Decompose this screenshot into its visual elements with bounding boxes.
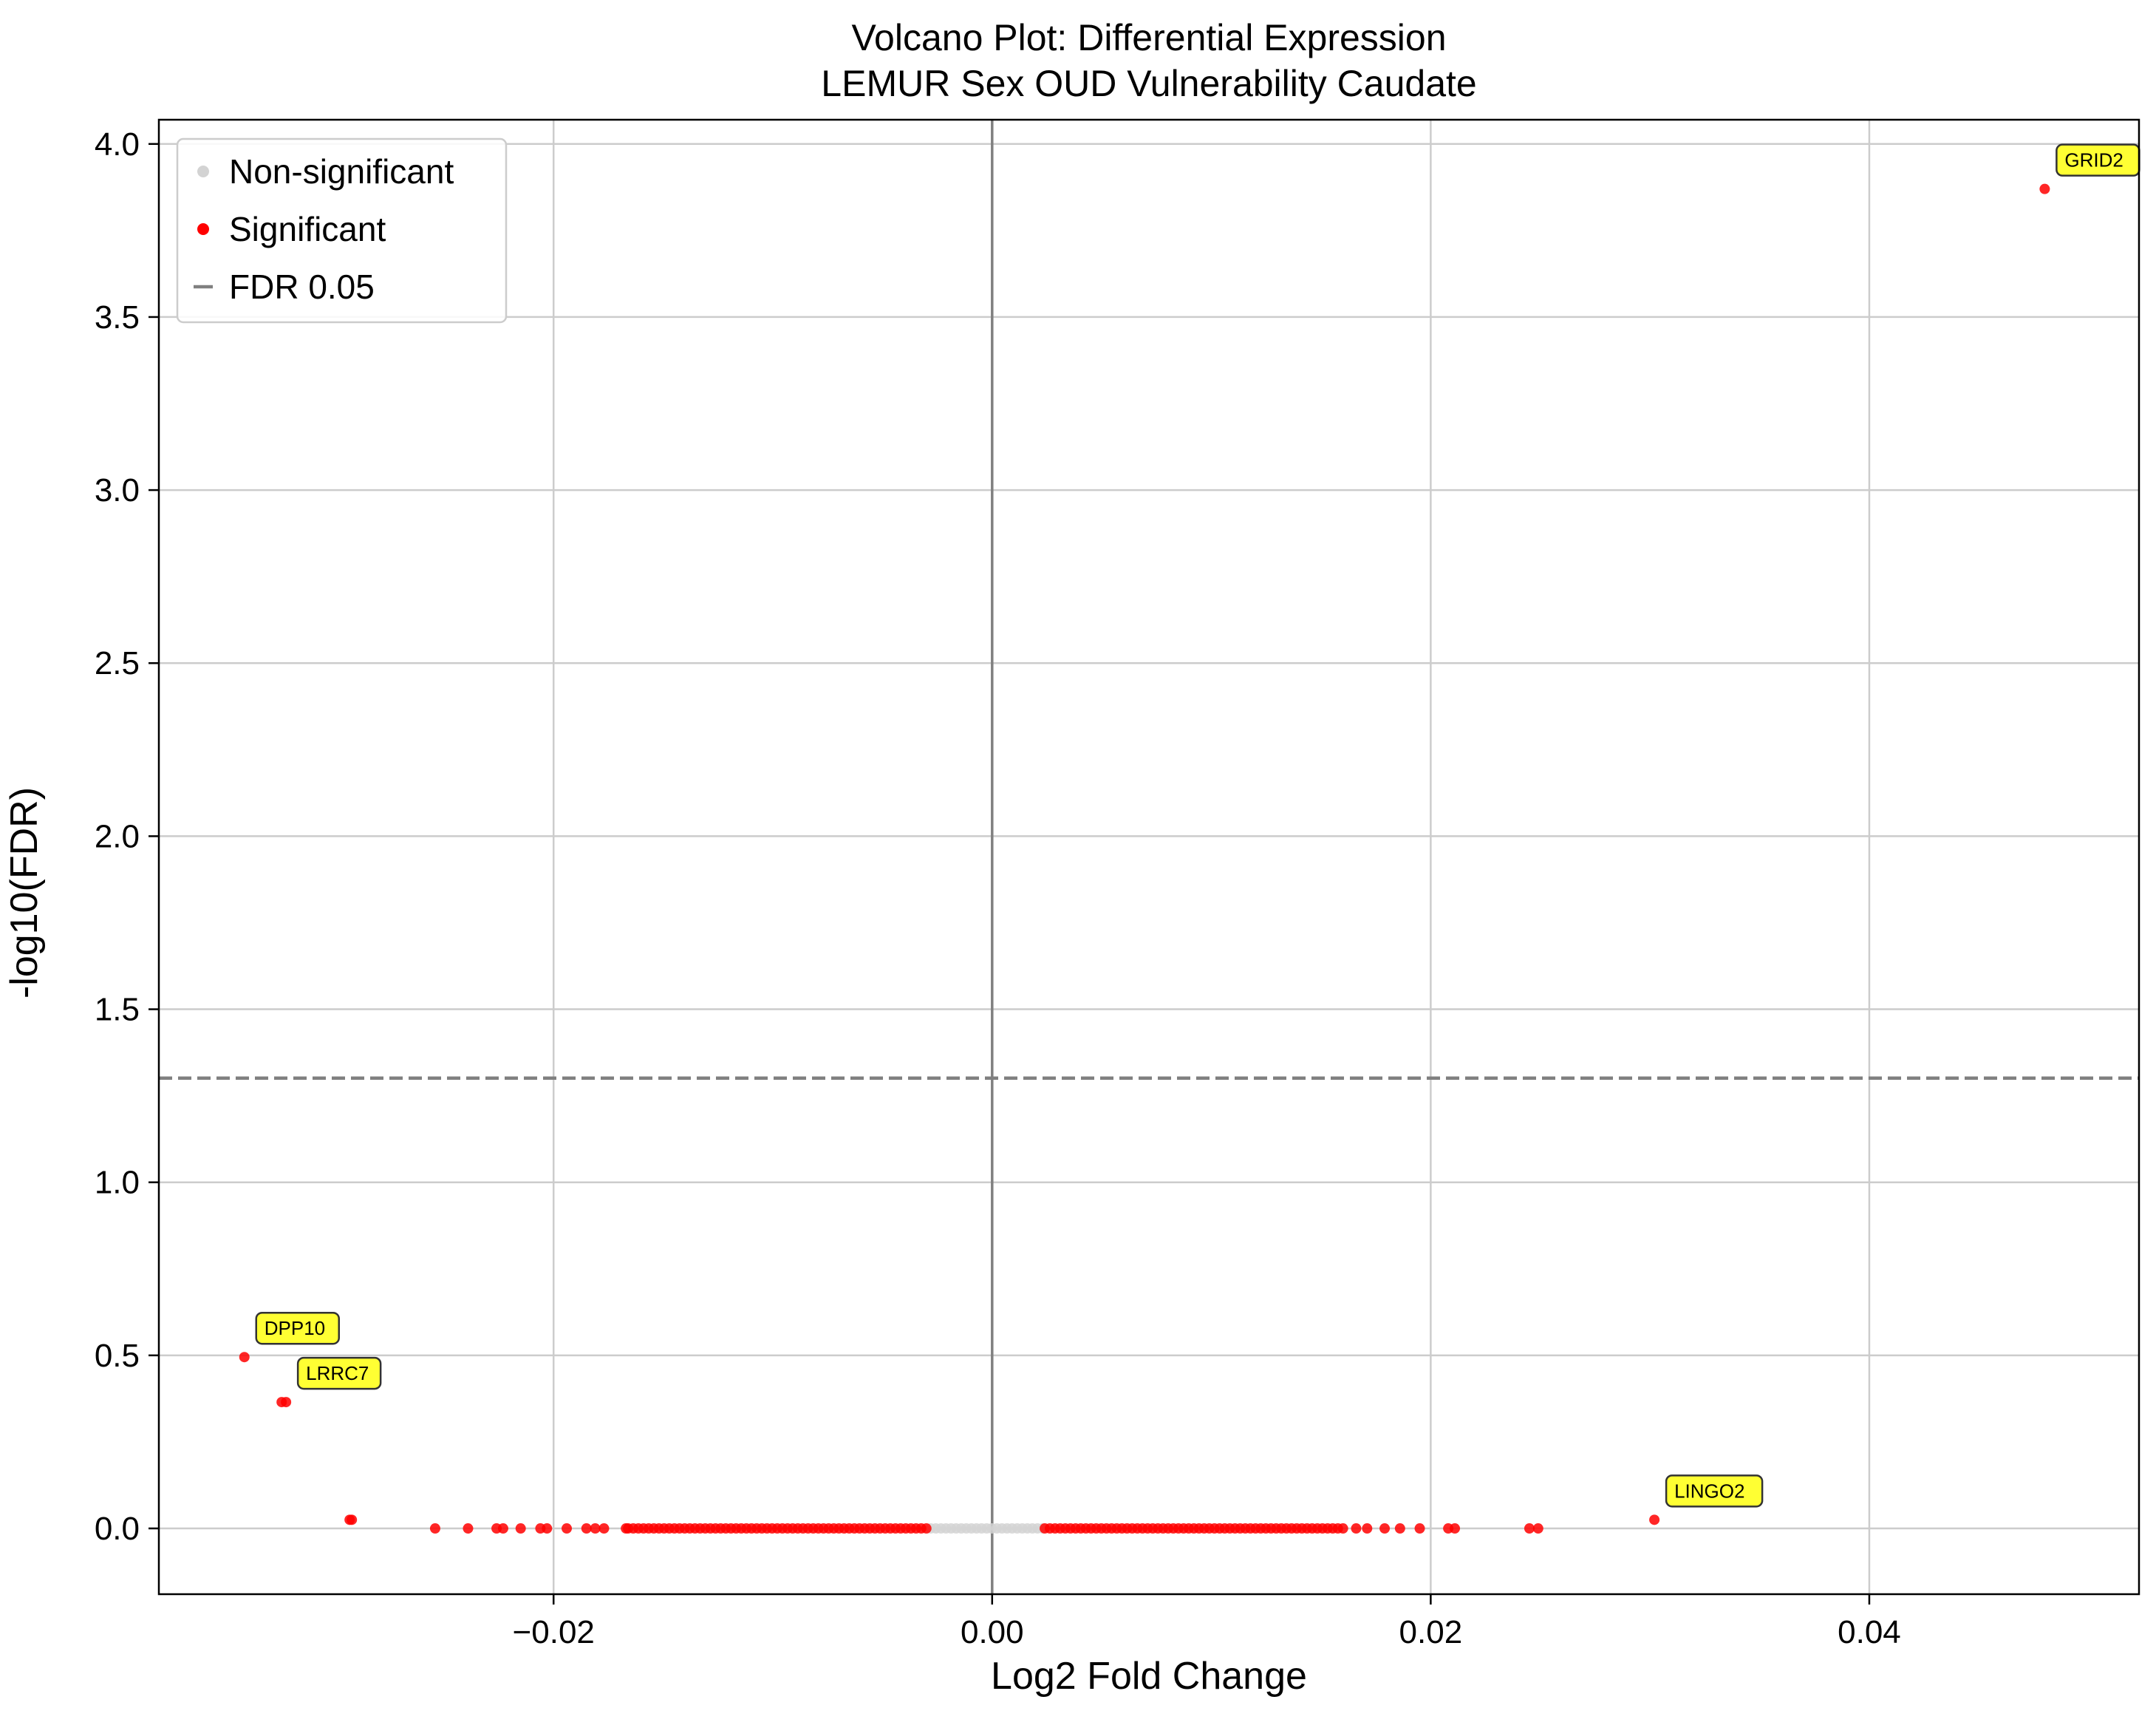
x-axis-label: Log2 Fold Change (991, 1655, 1307, 1698)
legend-marker-dot (197, 166, 209, 177)
legend-label: FDR 0.05 (229, 268, 375, 306)
reference-lines (159, 120, 2139, 1594)
y-tick-label: 3.5 (95, 299, 140, 336)
chart-title: Volcano Plot: Differential Expression (851, 17, 1446, 58)
significant-point (1414, 1523, 1425, 1534)
significant-point (497, 1523, 508, 1534)
y-tick-label: 1.0 (95, 1165, 140, 1201)
annotation-label: LRRC7 (306, 1362, 369, 1384)
y-axis-label: -log10(FDR) (3, 787, 46, 998)
significant-point (2039, 183, 2050, 194)
x-tick-label: 0.02 (1399, 1614, 1463, 1650)
annotation-box (1665, 1474, 1764, 1508)
significant-point (1362, 1523, 1373, 1534)
significant-point (621, 1523, 632, 1534)
significant-point (463, 1523, 474, 1534)
y-tick-label: 0.5 (95, 1338, 140, 1374)
gene-annotations: GRID2 DPP10 LRRC7 LINGO2 (255, 143, 2140, 1508)
y-tick-label: 2.0 (95, 818, 140, 854)
significant-point (542, 1523, 553, 1534)
significant-point (515, 1523, 526, 1534)
legend-marker-dot (197, 223, 209, 235)
legend: Non-significant Significant FDR 0.05 (176, 137, 508, 324)
significant-point (281, 1397, 292, 1408)
significant-point (1649, 1514, 1660, 1525)
significant-point (1532, 1523, 1543, 1534)
significant-point (1351, 1523, 1362, 1534)
x-tick-label: 0.04 (1838, 1614, 1901, 1650)
significant-point (1394, 1523, 1405, 1534)
significant-point (590, 1523, 601, 1534)
significant-point (1379, 1523, 1391, 1534)
significant-point (598, 1523, 610, 1534)
significant-point (562, 1523, 573, 1534)
legend-label: Non-significant (229, 152, 454, 191)
y-tick-label: 3.0 (95, 472, 140, 508)
annotation-label: LINGO2 (1674, 1480, 1744, 1502)
chart-subtitle: LEMUR Sex OUD Vulnerability Caudate (821, 63, 1476, 104)
annotation-label: DPP10 (265, 1317, 325, 1339)
axis-ticks: −0.02 0.00 0.02 0.04 0.0 0.5 1.0 1.5 2.0 2.5 3.0 3.… (95, 126, 1901, 1650)
y-tick-label: 0.0 (95, 1511, 140, 1547)
significant-point (1524, 1523, 1535, 1534)
significant-point (347, 1514, 358, 1525)
annotation-label: GRID2 (2064, 149, 2123, 171)
significant-point (581, 1523, 592, 1534)
significant-point (921, 1523, 932, 1534)
significant-point (429, 1523, 440, 1534)
x-tick-label: −0.02 (513, 1614, 595, 1650)
significant-point (239, 1352, 250, 1363)
legend-box (176, 137, 508, 324)
significant-point (1337, 1523, 1348, 1534)
plot-area-frame (157, 118, 2140, 1596)
significant-point (1450, 1523, 1461, 1534)
x-tick-label: 0.00 (961, 1614, 1024, 1650)
y-tick-label: 2.5 (95, 645, 140, 681)
annotation-box (255, 1311, 340, 1345)
annotation-box (296, 1356, 382, 1390)
legend-label: Significant (229, 210, 386, 248)
y-tick-label: 1.5 (95, 992, 140, 1028)
y-tick-label: 4.0 (95, 126, 140, 163)
data-points (239, 183, 2050, 1534)
